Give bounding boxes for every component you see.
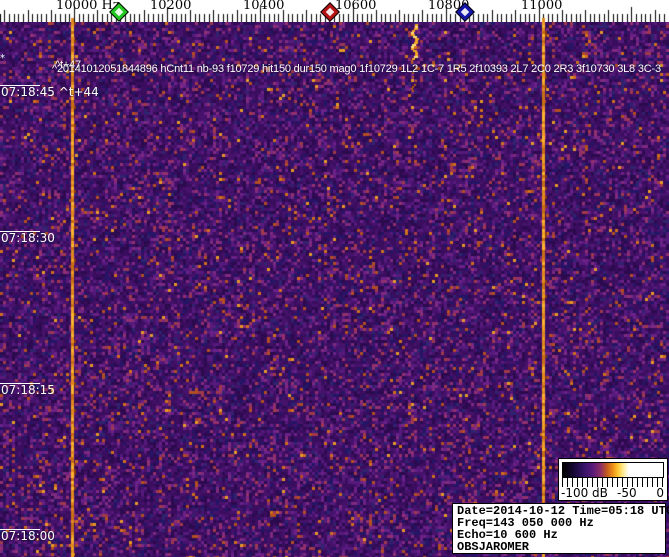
freq-label-11000: 11000 <box>521 0 563 13</box>
freq-label-10400: 10400 <box>243 0 285 13</box>
frequency-ruler: 10000 Hz 10200 10400 10600 10800 11000 <box>0 0 669 22</box>
info-frequency: Freq=143 050 000 Hz <box>457 516 594 530</box>
time-label: 07:18:15 <box>1 383 55 397</box>
time-note: ^t+44 <box>54 85 99 99</box>
db-label-mid: -50 <box>617 486 637 500</box>
info-observer: OBSJAROMER <box>457 540 530 554</box>
db-label-min: -100 dB <box>561 486 608 500</box>
freq-label-10000: 10000 Hz <box>56 0 120 13</box>
time-label: 07:18:45 <box>1 85 55 99</box>
db-scale-ticks <box>562 478 664 487</box>
time-tick <box>0 85 40 86</box>
marker-core <box>114 7 124 17</box>
db-label-max: 0 <box>656 486 664 500</box>
marker-core <box>325 7 335 17</box>
time-tick <box>0 529 40 530</box>
left-edge-mark: * <box>0 53 5 64</box>
time-tick <box>0 383 40 384</box>
time-label: 07:18:00 <box>1 529 55 543</box>
freq-label-10200: 10200 <box>150 0 192 13</box>
freq-label-10600: 10600 <box>335 0 377 13</box>
cursor-time-note: ^t+47 <box>55 59 81 71</box>
marker-core <box>460 7 470 17</box>
info-echo: Echo=10 600 Hz <box>457 528 558 542</box>
observation-info-box: Date=2014-10-12 Time=05:18 UTC Freq=143 … <box>452 503 669 554</box>
meteor-event-annotation: ^20141012051844896 hCnt11 nb-93 f10729 h… <box>52 63 661 75</box>
db-gradient-bar <box>562 462 664 478</box>
info-date-time: Date=2014-10-12 Time=05:18 UTC <box>457 504 669 518</box>
waterfall-spectrogram <box>0 22 669 557</box>
time-label: 07:18:30 <box>1 231 55 245</box>
db-color-legend: -100 dB -50 0 <box>558 458 668 501</box>
time-tick <box>0 231 40 232</box>
